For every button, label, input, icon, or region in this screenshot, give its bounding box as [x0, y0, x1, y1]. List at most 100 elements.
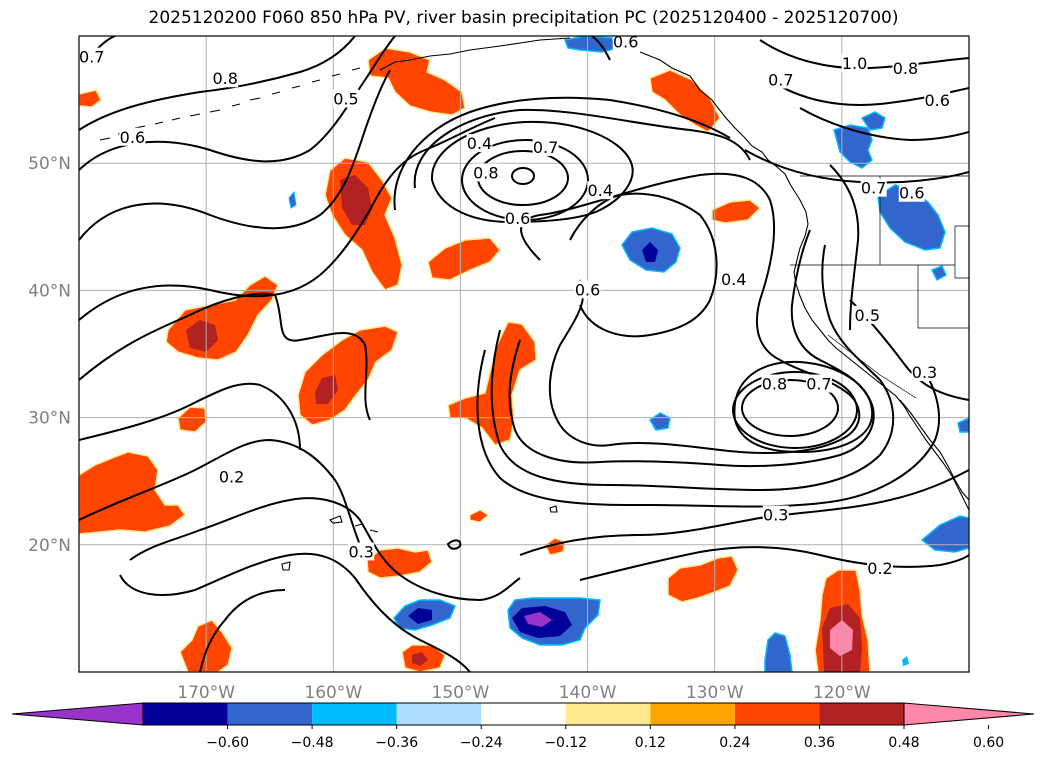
contour-label: 0.8 — [473, 163, 498, 182]
pv-contour — [79, 36, 396, 171]
colorbar-tick-label: −0.24 — [460, 735, 503, 751]
anomaly-core — [186, 320, 218, 352]
contour-label-halo — [612, 36, 639, 51]
contour-label: 0.3 — [349, 542, 374, 561]
latitude-labels: 50°N 40°N 30°N 20°N — [28, 154, 71, 556]
colorbar-swatch — [312, 703, 397, 725]
contour-label-halo — [472, 163, 499, 182]
contour-label: 0.2 — [867, 559, 892, 578]
pv-contour — [79, 117, 496, 321]
map-title: 2025120200 F060 850 hPa PV, river basin … — [148, 8, 899, 28]
contour-label-halo — [79, 47, 105, 66]
pv-contour — [759, 39, 969, 70]
anomaly-blob — [667, 555, 739, 603]
anomaly-blob — [79, 451, 187, 535]
pv-contour — [591, 36, 611, 61]
anomaly-blob — [79, 89, 102, 108]
pv-contour — [393, 96, 731, 211]
anomaly-blob — [366, 547, 433, 579]
pv-contour — [446, 539, 462, 550]
anomaly-core — [315, 375, 338, 404]
pv-contour-closed — [511, 167, 535, 185]
contour-label: 0.4 — [721, 270, 746, 289]
contour-label-halo — [348, 542, 375, 561]
pv-contour — [829, 164, 860, 331]
colorbar-outline — [142, 702, 905, 726]
contour-label-halo — [212, 69, 239, 88]
contour-label: 0.7 — [861, 179, 886, 198]
pv-contour — [129, 497, 521, 602]
contour-label-halo — [867, 558, 893, 577]
pv-contour — [79, 438, 361, 546]
contour-label-halo — [119, 127, 146, 146]
pv-contour-closed — [732, 371, 858, 449]
colorbar-tick-label: 0.36 — [804, 735, 835, 751]
anomaly-core — [340, 175, 372, 225]
colorbar-swatch — [819, 703, 904, 725]
graticule — [79, 36, 969, 672]
anomaly-blob-negative — [764, 632, 793, 672]
contour-label-halo — [218, 467, 245, 486]
map-canvas: 0.7 0.8 0.6 0.5 0.4 0.7 0.8 0.6 0.4 0.6 0.4 0.8 0.7 0… — [79, 36, 969, 672]
colorbar-tick-label: 0.12 — [635, 735, 666, 751]
pv-contour — [520, 172, 861, 454]
contour-label: 0.7 — [79, 48, 104, 67]
contour-label: 0.6 — [575, 280, 600, 299]
anomaly-blob-negative — [408, 608, 432, 624]
contour-label-halo — [587, 181, 614, 200]
contour-label-layer: 0.7 0.8 0.6 0.5 0.4 0.7 0.8 0.6 0.4 0.6 0.4 0.8 0.7 0… — [79, 36, 951, 578]
anomaly-blob-negative — [930, 265, 947, 282]
colorbar-swatch — [396, 703, 482, 725]
pv-contour — [579, 546, 969, 581]
colorbar-swatch — [227, 703, 313, 725]
alaska-coast — [379, 37, 571, 71]
contour-label: 0.5 — [333, 90, 358, 109]
contour-label: 0.7 — [806, 375, 831, 394]
anomaly-blob-negative — [860, 111, 886, 131]
colorbar-tick-label: −0.60 — [206, 735, 249, 751]
pv-contour-closed — [741, 379, 839, 437]
contour-label-halo — [924, 90, 951, 109]
latitude-label: 40°N — [28, 281, 71, 301]
colorbar-swatch — [565, 703, 651, 725]
pv-contour — [476, 349, 941, 508]
contour-label-halo — [466, 134, 493, 153]
anomaly-blob — [469, 509, 489, 523]
contour-label: 0.6 — [924, 91, 949, 110]
colorbar-extend-min — [11, 702, 144, 726]
contour-label: 0.3 — [912, 363, 937, 382]
pv-contour — [744, 149, 969, 184]
anomaly-blob-negative — [642, 242, 658, 262]
anomaly-blob — [711, 199, 762, 224]
pv-contour — [430, 120, 634, 224]
contour-label-halo — [805, 374, 832, 393]
colorbar-tick-label: −0.12 — [544, 735, 587, 751]
pv-contour — [519, 469, 969, 556]
contour-label-halo — [720, 270, 747, 289]
anomaly-blob-negative — [524, 612, 552, 627]
anomaly-blob-negative — [833, 124, 873, 169]
contour-label-halo — [911, 363, 938, 382]
latitude-label: 30°N — [28, 409, 71, 429]
pv-contour — [79, 69, 391, 241]
contour-label-halo — [333, 89, 359, 108]
colorbar: −0.60 −0.48 −0.36 −0.24 −0.12 0.12 0.24 0.36 0.4… — [11, 702, 1035, 751]
contour-label: 0.6 — [505, 209, 530, 228]
contour-label-halo — [762, 505, 789, 524]
colorbar-tick-label: 0.60 — [973, 735, 1004, 751]
longitude-label: 140°W — [559, 683, 617, 703]
anomaly-core — [412, 652, 428, 666]
pv-contour — [799, 107, 969, 142]
latitude-label: 20°N — [28, 536, 71, 556]
contour-label: 0.8 — [762, 375, 787, 394]
coastline-layer — [99, 37, 969, 571]
contour-label: 0.7 — [533, 138, 558, 157]
pv-contour — [199, 589, 286, 672]
colorbar-tick-label: −0.36 — [375, 735, 418, 751]
contour-label-halo — [761, 374, 788, 393]
colorbar-extend-max — [903, 702, 1035, 726]
pv-contour — [413, 108, 751, 189]
anomaly-blob — [649, 69, 721, 133]
longitude-label: 130°W — [686, 683, 744, 703]
